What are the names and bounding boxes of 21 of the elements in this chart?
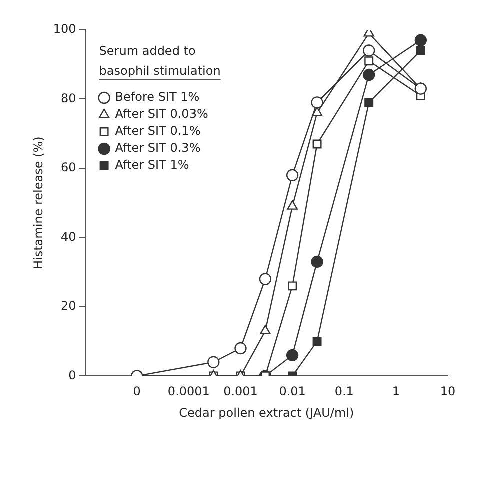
- legend-label: After SIT 0.1%: [115, 124, 201, 138]
- y-tick-label: 0: [68, 368, 76, 382]
- y-tick-label: 20: [61, 299, 76, 314]
- x-tick-label: 0.01: [279, 384, 306, 399]
- x-axis-title: Cedar pollen extract (JAU/ml): [179, 406, 354, 420]
- x-tick-label: 0.001: [224, 384, 258, 399]
- y-tick-label: 80: [61, 91, 76, 106]
- legend-label: After SIT 0.03%: [115, 107, 208, 122]
- legend-title: Serum added to basophil stimulation: [99, 44, 221, 78]
- legend-label: Before SIT 1%: [115, 90, 200, 104]
- x-tick-label: 0.0001: [168, 384, 210, 399]
- y-axis-title: Histamine release (%): [31, 136, 46, 270]
- legend-label: After SIT 0.3%: [115, 141, 201, 156]
- y-tick-label: 100: [53, 22, 76, 36]
- x-tick-label: 0.1: [334, 384, 354, 399]
- x-tick-label: 0: [133, 384, 141, 399]
- y-tick-label: 40: [61, 230, 76, 244]
- y-tick-label: 60: [61, 160, 76, 175]
- legend-label: After SIT 1%: [115, 158, 190, 172]
- x-tick-label: 10: [440, 384, 456, 399]
- x-tick-label: 1: [392, 384, 400, 399]
